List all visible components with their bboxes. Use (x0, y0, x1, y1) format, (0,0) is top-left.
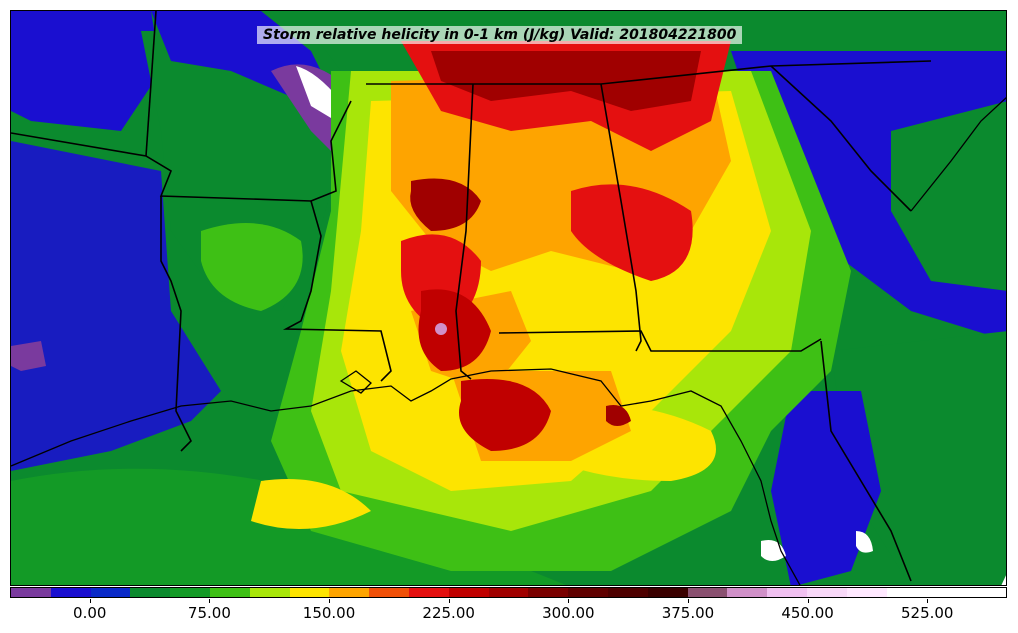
border-ms-al (455, 83, 474, 380)
border-fl-atlantic (820, 340, 912, 582)
colorbar-segment (408, 588, 449, 597)
field-blue-fl (771, 391, 881, 585)
field-peak-ms (435, 323, 447, 335)
border-ok-ar (11, 132, 312, 202)
colorbar-segment (50, 588, 91, 597)
field-blue-west (11, 141, 221, 471)
field-darkred-gulf (459, 379, 551, 451)
colorbar-tick-mark (89, 599, 91, 603)
colorbar-tick-label: 375.00 (661, 604, 715, 622)
colorbar-segment (249, 588, 290, 597)
lake-pontchartrain (339, 370, 372, 394)
coastlines (11, 96, 1006, 585)
border-fl-north (498, 330, 822, 352)
border-ga-sc (770, 65, 912, 212)
colorbar-segment (488, 588, 529, 597)
state-borders (11, 11, 932, 582)
colorbar-tick-mark (209, 599, 211, 603)
colorbar-segment (886, 588, 927, 597)
colorbar-segment (170, 588, 210, 597)
map-title: Storm relative helicity in 0-1 km (J/kg)… (257, 26, 743, 44)
colorbar-segment (528, 588, 569, 597)
colorbar-segment (926, 588, 967, 597)
colorbar-segment (90, 588, 131, 597)
border-tx-la (160, 196, 192, 452)
field-darkred-ms (418, 289, 491, 371)
gulf-coast (11, 368, 801, 585)
colorbar-segment (448, 588, 489, 597)
colorbar-tick-label: 450.00 (781, 604, 834, 622)
colorbar-tick-label: 525.00 (900, 604, 954, 622)
colorbar-tick-label: 75.00 (187, 604, 231, 622)
map-panel: Storm relative helicity in 0-1 km (J/kg)… (10, 10, 1007, 586)
colorbar-tick-mark (687, 599, 689, 603)
colorbar-segment (209, 588, 250, 597)
field-green-fl (831, 331, 1006, 585)
field-maroon-tn (431, 51, 701, 111)
colorbar-segment (130, 588, 171, 597)
field-lightgreen-ar (201, 223, 303, 311)
colorbar-segment (369, 588, 409, 597)
field-maroon-ms (410, 178, 481, 231)
colorbar-segment (767, 588, 807, 597)
field-red-al-ga (571, 184, 693, 281)
border-ok-tx (145, 11, 157, 157)
field-purple-tx (11, 341, 46, 371)
colorbar-segment (966, 588, 1006, 597)
colorbar (10, 587, 1007, 598)
border-tn-south (366, 60, 932, 85)
atlantic-coast (910, 96, 1006, 212)
colorbar-tick-label: 300.00 (542, 604, 595, 622)
colorbar-segment (607, 588, 648, 597)
border-al-ga (600, 83, 642, 352)
border-ms-river (310, 100, 352, 202)
field-blue-nw (11, 11, 161, 131)
colorbar-segment (11, 588, 51, 597)
field-green-atl (891, 101, 1006, 291)
colorbar-segment (289, 588, 330, 597)
colorbar-tick-mark (448, 599, 450, 603)
colorbar-segment (647, 588, 688, 597)
field-white-fl3 (1001, 575, 1006, 585)
colorbar-segment (329, 588, 370, 597)
colorbar-tick-label: 150.00 (302, 604, 356, 622)
colorbar-ticks: 0.00 75.00 150.00 225.00 300.00 375.00 450.00 5… (10, 599, 1007, 629)
field-white-ms (296, 66, 341, 121)
colorbar-tick-label: 225.00 (422, 604, 475, 622)
colorbar-segment (806, 588, 847, 597)
colorbar-tick-mark (807, 599, 809, 603)
colorbar-tick-mark (329, 599, 331, 603)
colorbar-tick-mark (927, 599, 929, 603)
field-maroon-pensacola (606, 405, 631, 426)
colorbar-segment (727, 588, 768, 597)
colorbar-tick-label: 0.00 (73, 604, 107, 622)
border-ar-la-ms (282, 200, 392, 382)
colorbar-segment (568, 588, 608, 597)
colorbar-segment (687, 588, 728, 597)
colorbar-tick-mark (568, 599, 570, 603)
field-yellow-la-coast (251, 479, 371, 529)
colorbar-segment (846, 588, 887, 597)
field-white-fl2 (856, 531, 873, 553)
helicity-field-map (11, 11, 1006, 585)
